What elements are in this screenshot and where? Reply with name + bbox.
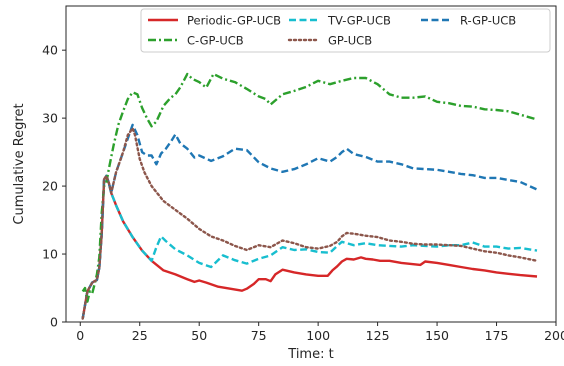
series-line-r-gp-ucb xyxy=(81,123,538,319)
y-axis-label: Cumulative Regret xyxy=(12,103,27,224)
x-tick-label: 175 xyxy=(485,328,509,343)
x-tick-label: 125 xyxy=(366,328,390,343)
x-axis-label: Time: t xyxy=(287,347,333,362)
plot-frame xyxy=(65,5,557,323)
series-layer xyxy=(81,72,539,320)
x-tick-label: 100 xyxy=(306,328,330,343)
x-tick-label: 25 xyxy=(132,328,148,343)
y-tick-label: 10 xyxy=(42,247,58,262)
y-tick-label: 30 xyxy=(42,111,58,126)
series-line-gp-ucb xyxy=(81,127,539,320)
x-tick-label: 75 xyxy=(251,328,267,343)
legend: Periodic-GP-UCB TV-GP-UCB R-GP-UCB C-GP-UCB… xyxy=(140,8,551,53)
y-tick-label: 40 xyxy=(42,43,58,58)
x-tick-label: 0 xyxy=(76,328,84,343)
legend-label: Periodic-GP-UCB xyxy=(187,14,281,28)
legend-label: TV-GP-UCB xyxy=(327,14,391,28)
y-tick-label: 0 xyxy=(50,315,58,330)
x-tick-label: 200 xyxy=(544,328,564,343)
legend-label: R-GP-UCB xyxy=(460,14,516,28)
tick-layer: 0 25 50 75 100 125 150 175 200 0 10 20 30 40 xyxy=(42,43,564,343)
legend-label: GP-UCB xyxy=(328,34,372,48)
x-tick-label: 50 xyxy=(191,328,207,343)
x-tick-label: 150 xyxy=(425,328,449,343)
legend-label: C-GP-UCB xyxy=(187,34,244,48)
y-tick-label: 20 xyxy=(42,179,58,194)
